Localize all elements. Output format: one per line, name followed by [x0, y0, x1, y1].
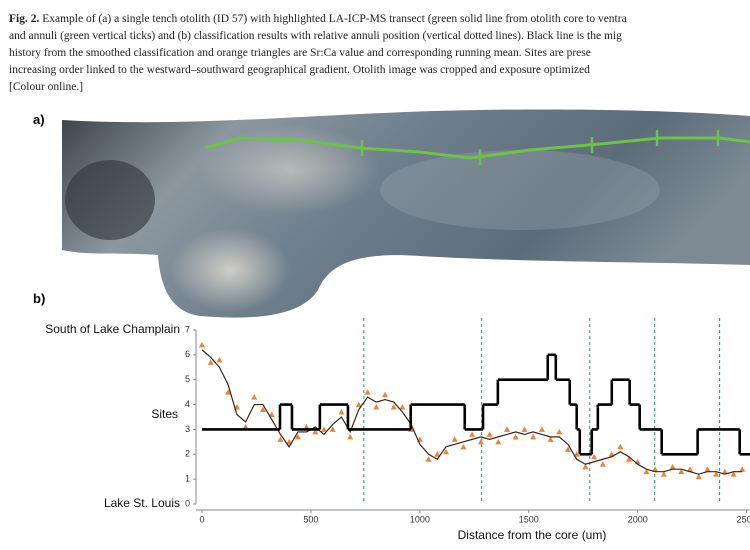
srca-point	[713, 471, 720, 477]
srca-point	[434, 451, 441, 457]
otolith-image	[62, 109, 750, 318]
srca-point	[199, 341, 205, 348]
caption-line: Fig. 2. Example of (a) a single tench ot…	[9, 13, 627, 25]
srca-point	[556, 428, 563, 435]
srca-point	[704, 466, 711, 472]
srca-point	[495, 438, 502, 445]
srca-point	[207, 359, 214, 365]
x-tick-label: 500	[303, 514, 318, 524]
srca-point	[329, 426, 336, 432]
srca-point	[268, 411, 275, 418]
x-tick-label: 2000	[628, 514, 648, 524]
x-tick-label: 1000	[410, 514, 430, 524]
srca-point	[225, 389, 232, 395]
srca-point	[443, 448, 449, 455]
srca-point	[565, 446, 571, 452]
figure-label: Fig. 2.	[9, 13, 39, 25]
srca-point	[242, 423, 249, 430]
srca-point	[286, 438, 293, 445]
srca-point	[521, 426, 528, 432]
y-tick-label: 1	[185, 474, 190, 484]
srca-point	[477, 438, 484, 445]
srca-point	[660, 471, 667, 477]
srca-point	[547, 436, 554, 442]
caption-line: and annuli (green vertical ticks) and (b…	[9, 30, 622, 42]
srca-point	[538, 426, 545, 432]
srca-point	[695, 473, 702, 480]
srca-point	[460, 443, 467, 450]
srca-point	[573, 451, 580, 457]
srca-point	[643, 468, 650, 475]
srca-point	[364, 389, 371, 395]
srca-point	[504, 426, 510, 432]
srca-point	[721, 468, 728, 475]
srca-point	[591, 453, 598, 460]
srca-point	[678, 468, 685, 475]
srca-point	[373, 404, 380, 410]
srca-point	[451, 436, 458, 442]
srca-point	[312, 428, 319, 435]
caption-text: Example of (a) a single tench otolith (I…	[42, 13, 626, 25]
srca-point	[669, 463, 676, 470]
y-tick-label: 4	[185, 399, 190, 409]
y-tick-label: 2	[185, 449, 190, 459]
srca-point	[687, 466, 693, 472]
srca-point	[486, 431, 493, 437]
srca-point	[382, 391, 388, 398]
srca-point	[530, 433, 537, 440]
caption-line: [Colour online.]	[9, 81, 83, 93]
x-tick-label: 2500	[737, 514, 750, 524]
y-tick-label: 5	[185, 374, 190, 384]
srca-point	[260, 406, 266, 413]
running-mean	[201, 349, 743, 475]
panel-label: a)	[33, 112, 45, 127]
srca-point	[626, 456, 632, 462]
caption-line: increasing order linked to the westward–…	[9, 64, 590, 76]
y-tick-label: 7	[185, 324, 190, 334]
srca-point	[634, 458, 641, 465]
y-axis-title: Sites	[151, 407, 178, 421]
srca-point	[294, 433, 301, 440]
srca-point	[599, 461, 606, 467]
srca-point	[730, 471, 737, 477]
panel-label: b)	[33, 291, 45, 306]
chart: 0 1 2 3 4 5 6 7 0 500 1000 1500 2000 2500 South of Lak…	[45, 318, 750, 542]
srca-point	[216, 356, 223, 363]
x-axis-title: Distance from the core (um)	[458, 528, 607, 542]
srca-point	[425, 456, 432, 462]
srca-point	[338, 409, 345, 415]
srca-point	[303, 423, 310, 430]
y-tick-label: 0	[185, 498, 190, 508]
srca-point	[469, 431, 476, 437]
srca-point	[251, 394, 258, 400]
y-tick-label: 3	[185, 424, 190, 434]
srca-point	[321, 426, 327, 432]
x-tick-label: 0	[199, 514, 204, 524]
srca-point	[347, 433, 354, 440]
y-end-label: Lake St. Louis	[104, 496, 180, 510]
x-tick-label: 1500	[519, 514, 539, 524]
srca-point	[582, 463, 589, 470]
y-end-label: South of Lake Champlain	[45, 322, 180, 336]
srca-point	[277, 436, 284, 442]
srca-point	[355, 401, 362, 408]
srca-point	[617, 443, 624, 450]
srca-point	[390, 404, 397, 410]
caption-line: history from the smoothed classification…	[9, 47, 591, 59]
srca-point	[739, 466, 746, 472]
srca-point	[399, 404, 406, 410]
y-tick-label: 6	[185, 349, 190, 359]
srca-point	[512, 433, 519, 440]
srca-point	[652, 466, 659, 472]
